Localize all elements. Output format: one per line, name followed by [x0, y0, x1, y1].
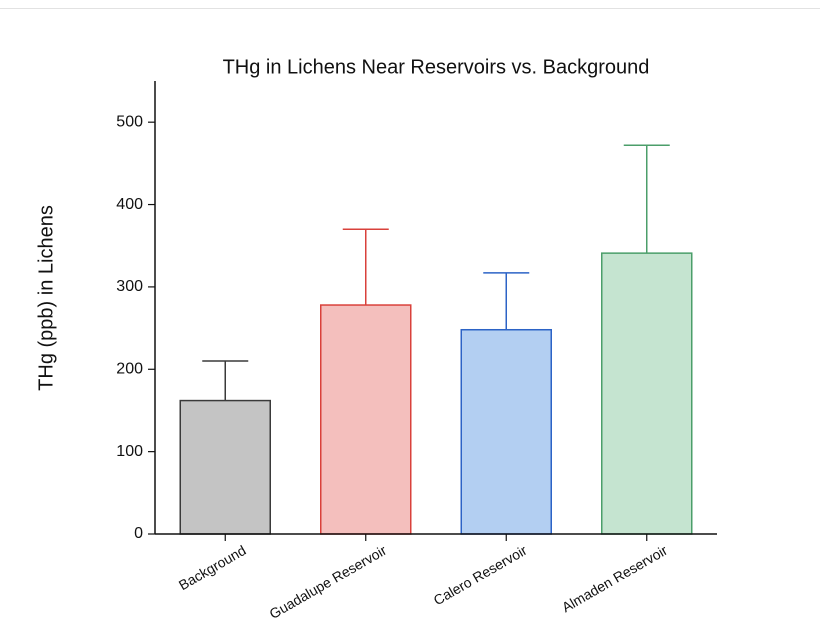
y-tick-label: 0	[134, 525, 143, 542]
y-axis-label: THg (ppb) in Lichens	[35, 205, 57, 391]
y-tick-label: 500	[116, 113, 143, 130]
bar	[179, 399, 271, 535]
x-tick-label: Guadalupe Reservoir	[267, 542, 390, 622]
y-tick-label: 200	[116, 360, 143, 377]
x-tick-label: Almaden Reservoir	[559, 542, 670, 616]
y-tick-label: 100	[116, 443, 143, 460]
bar	[601, 252, 693, 535]
y-tick-label: 300	[116, 278, 143, 295]
bar	[460, 328, 552, 535]
x-tick-label: Background	[176, 542, 249, 593]
chart-title: THg in Lichens Near Reservoirs vs. Backg…	[223, 56, 650, 78]
bar	[320, 304, 412, 535]
x-tick-label: Calero Reservoir	[431, 542, 530, 609]
y-tick-label: 400	[116, 196, 143, 213]
